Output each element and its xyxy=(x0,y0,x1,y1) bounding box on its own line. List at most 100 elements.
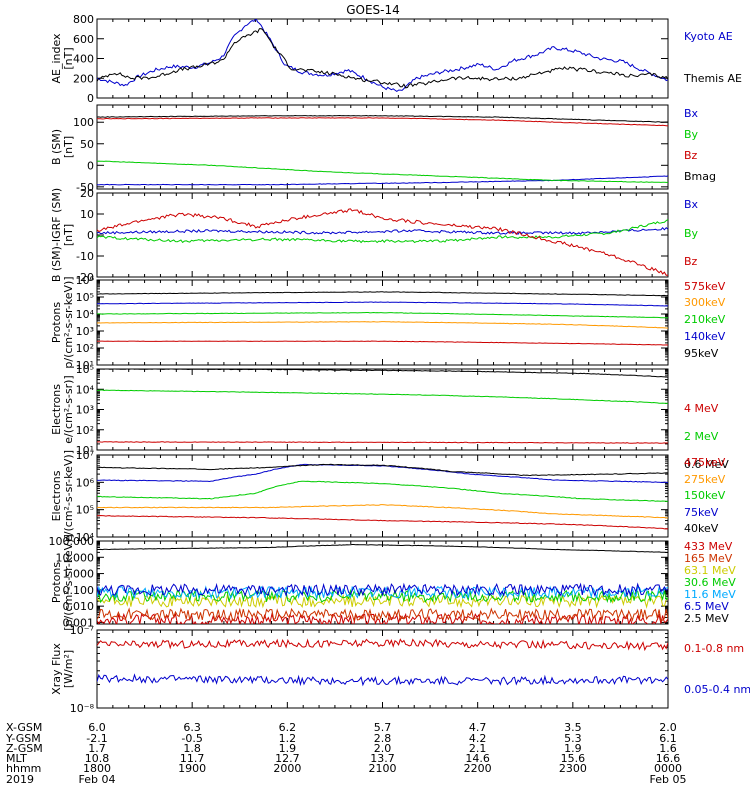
y-tick-label: 10⁴ xyxy=(76,383,95,396)
legend-entry: By xyxy=(684,227,699,240)
x-axis-value: 16.6 xyxy=(656,752,681,765)
y-axis-label-line: AE_index xyxy=(50,33,63,84)
y-tick-label: 10¹ xyxy=(76,359,94,372)
x-axis-value: 2.0 xyxy=(374,742,392,755)
x-axis-value: 2.0 xyxy=(659,721,677,734)
legend-entry: 40keV xyxy=(684,522,719,535)
x-axis-value: 14.6 xyxy=(465,752,490,765)
y-tick-label: 10² xyxy=(76,424,94,437)
legend-entry: 275keV xyxy=(684,473,726,486)
series-line xyxy=(97,607,668,622)
series-line xyxy=(97,114,668,123)
x-axis-value: 2300 xyxy=(559,762,587,775)
legend-entry: 30.6 MeV xyxy=(684,576,736,589)
legend-entry: 0.05-0.4 nm xyxy=(684,683,750,696)
x-axis-value: 1.2 xyxy=(279,732,297,745)
figure-title: GOES-14 xyxy=(346,3,400,17)
legend-entry: Bx xyxy=(684,107,699,120)
series-line xyxy=(97,544,668,553)
y-axis-label-line: [nT] xyxy=(62,47,75,69)
legend-entry: 4 MeV xyxy=(684,402,719,415)
series-line xyxy=(97,585,668,600)
x-axis-row-label: hhmm xyxy=(6,762,41,775)
y-tick-label: 20 xyxy=(80,187,94,200)
y-tick-label: 10 xyxy=(80,208,94,221)
series-line xyxy=(97,321,668,329)
legend-entry: 210keV xyxy=(684,313,726,326)
y-tick-label: 10⁻⁷ xyxy=(70,624,94,637)
legend-entry: 300keV xyxy=(684,296,726,309)
y-axis-label-line: [nT] xyxy=(62,224,75,246)
y-axis-label-line: [W/m²] xyxy=(62,650,75,688)
series-line xyxy=(97,208,668,276)
x-axis-value: 1.9 xyxy=(564,742,582,755)
y-axis-label-line: Protons xyxy=(50,302,63,343)
series-line xyxy=(97,117,668,127)
y-axis-label-line: [nT] xyxy=(62,136,75,158)
y-tick-label: 0 xyxy=(87,159,94,172)
y-axis-label-line: Electrons xyxy=(50,384,63,435)
x-axis-value: 1900 xyxy=(178,762,206,775)
y-axis-label: Electronse/(cm²-s-sr-keV)] xyxy=(50,450,75,542)
series-line xyxy=(97,160,668,183)
legend-entry: Bz xyxy=(684,149,698,162)
legend-entry: 140keV xyxy=(684,330,726,343)
y-tick-label: 10⁴ xyxy=(76,308,95,321)
series-line xyxy=(97,28,668,89)
x-axis-row-label: Z-GSM xyxy=(6,742,43,755)
series-line xyxy=(97,19,668,93)
x-axis-value: Feb 04 xyxy=(79,773,116,786)
x-axis-row-label: 2019 xyxy=(6,773,34,786)
series-line xyxy=(97,291,668,297)
legend-entry: 475keV xyxy=(684,456,726,469)
y-tick-label: 0.010 xyxy=(63,600,95,613)
y-axis-label: Protonsp/(cm²-s-sr-keV)] xyxy=(50,276,75,368)
series-line xyxy=(97,463,668,484)
x-axis-value: 13.7 xyxy=(370,752,395,765)
panel-8: 10⁻⁸ 10⁻⁷ Xray Flux[W/m²] 0.1-0.8 nm 0.05-0.… xyxy=(50,624,750,715)
series-line xyxy=(97,593,668,609)
y-tick-label: 0.100 xyxy=(63,584,95,597)
series-line xyxy=(97,612,668,624)
y-tick-label: 10³ xyxy=(76,404,94,417)
series-line xyxy=(97,514,668,530)
y-axis-label-line: e/(cm²-s-sr)] xyxy=(62,375,75,443)
legend-entry: 2.5 MeV xyxy=(684,612,729,625)
series-line xyxy=(97,463,668,477)
x-axis-value: 12.7 xyxy=(275,752,300,765)
legend-entry: 2 MeV xyxy=(684,430,719,443)
panel-3: -20 -10 0 10 20 B (SM)-IGRF (SM)[nT] Bx By Bz xyxy=(50,187,699,284)
x-axis-value: 1.8 xyxy=(183,742,201,755)
legend-entry: 11.6 MeV xyxy=(684,588,736,601)
legend-entry: Themis AE xyxy=(683,72,742,85)
y-axis-label-line: B (SM) xyxy=(50,129,63,165)
x-axis-value: 1800 xyxy=(83,762,111,775)
y-axis-label-line: Protons xyxy=(50,562,63,603)
y-tick-label: 600 xyxy=(73,33,94,46)
x-axis-value: 2.1 xyxy=(469,742,487,755)
x-axis-value: 1.9 xyxy=(279,742,297,755)
y-axis-label: AE_index[nT] xyxy=(50,33,75,84)
series-line xyxy=(97,480,668,502)
legend-entry: Bmag xyxy=(684,170,716,183)
y-axis-label-line: [p/(cm²-s-sr-keV)] xyxy=(62,534,75,631)
y-tick-label: 10⁻⁸ xyxy=(70,702,95,715)
x-axis-value: 11.7 xyxy=(180,752,205,765)
x-axis-value: 5.7 xyxy=(374,721,392,734)
y-tick-label: -10 xyxy=(76,250,94,263)
y-tick-label: 0 xyxy=(87,92,94,105)
y-axis-label: B (SM)[nT] xyxy=(50,129,75,165)
y-tick-label: 10⁵ xyxy=(76,504,94,517)
legend-entry: 575keV xyxy=(684,280,726,293)
legend-entry: 165 MeV xyxy=(684,552,733,565)
y-tick-label: 0.001 xyxy=(63,616,95,629)
x-axis-row-label: MLT xyxy=(6,752,27,765)
series-line xyxy=(97,218,668,244)
y-tick-label: 10¹ xyxy=(76,444,94,457)
legend-entry: Bx xyxy=(684,198,699,211)
series-line xyxy=(97,311,668,319)
legend-entry: 433 MeV xyxy=(684,540,733,553)
x-axis-value: 2.8 xyxy=(374,732,392,745)
